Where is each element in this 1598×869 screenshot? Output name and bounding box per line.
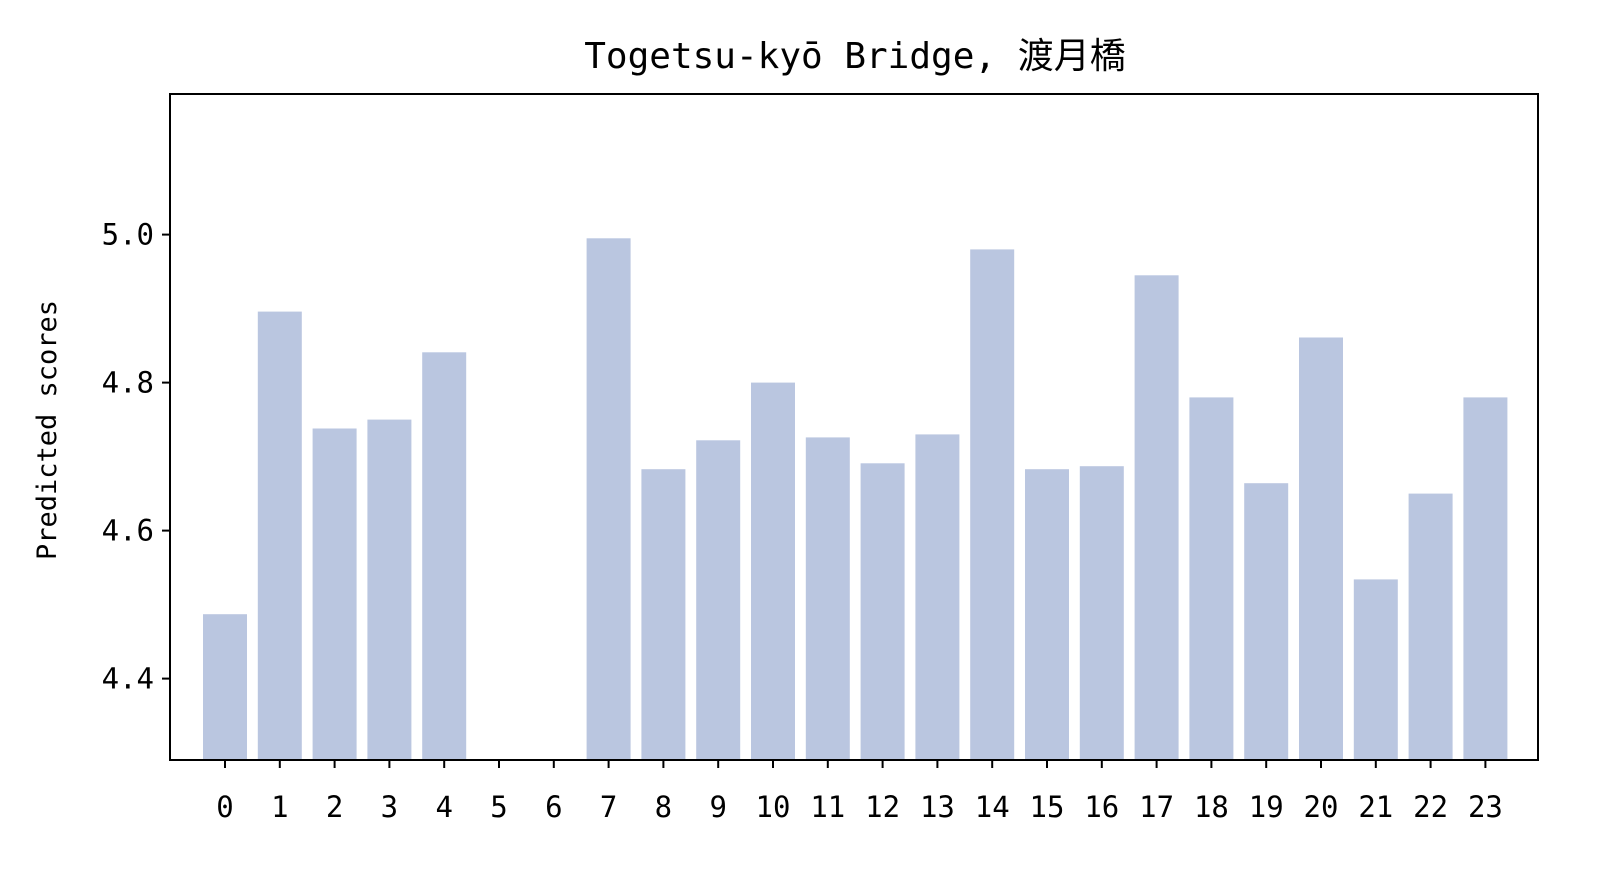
bar-22 [1408,493,1453,760]
x-tick-label-8: 8 [655,790,672,824]
y-axis-label: Predicted scores [32,300,63,560]
x-tick-label-0: 0 [216,790,233,824]
bar-18 [1189,397,1234,760]
y-tick-label-4.6: 4.6 [102,514,154,548]
x-tick-label-21: 21 [1358,790,1393,824]
y-tick-label-4.4: 4.4 [102,662,154,696]
x-tick-label-17: 17 [1139,790,1174,824]
bar-16 [1079,466,1124,760]
bar-23 [1463,397,1508,760]
bar-7 [586,238,631,761]
x-tick-label-1: 1 [271,790,288,824]
bar-17 [1134,275,1179,760]
bar-8 [641,469,686,760]
bar-14 [970,249,1015,760]
x-tick-label-2: 2 [326,790,343,824]
x-tick-label-5: 5 [490,790,507,824]
y-axis: 4.4 4.6 4.8 5.0 [102,218,170,696]
x-tick-label-13: 13 [920,790,955,824]
bar-10 [751,382,795,760]
x-tick-label-15: 15 [1030,790,1065,824]
bar-12 [860,463,905,760]
bar-3 [367,419,412,760]
bar-2 [312,428,357,760]
x-tick-label-16: 16 [1084,790,1119,824]
bar-15 [1025,469,1069,760]
x-tick-label-18: 18 [1194,790,1229,824]
x-tick-label-3: 3 [381,790,398,824]
bar-4 [422,352,467,760]
x-tick-label-23: 23 [1468,790,1503,824]
x-tick-label-14: 14 [975,790,1010,824]
y-tick-label-4.8: 4.8 [102,366,154,400]
chart-title: Togetsu-kyō Bridge, 渡月橋 [584,36,1125,77]
bar-11 [805,437,850,760]
x-tick-label-7: 7 [600,790,617,824]
x-tick-label-6: 6 [545,790,562,824]
x-tick-label-4: 4 [435,790,452,824]
bar-9 [696,440,741,760]
x-tick-label-12: 12 [865,790,900,824]
bars-group [203,238,1508,761]
bar-13 [915,434,960,760]
x-tick-label-20: 20 [1304,790,1339,824]
bar-0 [203,614,247,760]
plot-frame [169,93,1539,761]
y-tick-label-5.0: 5.0 [102,218,154,252]
bar-19 [1244,483,1289,760]
x-axis: 0 1 2 3 4 5 6 7 8 9 10 11 12 13 14 15 16 17 18 19 20 21 22 23 [216,760,1503,824]
x-tick-label-10: 10 [756,790,791,824]
bar-21 [1353,579,1398,760]
x-tick-label-22: 22 [1413,790,1448,824]
bar-20 [1299,337,1343,760]
x-tick-label-9: 9 [709,790,726,824]
bar-1 [257,311,302,760]
x-tick-label-19: 19 [1249,790,1284,824]
x-tick-label-11: 11 [810,790,845,824]
